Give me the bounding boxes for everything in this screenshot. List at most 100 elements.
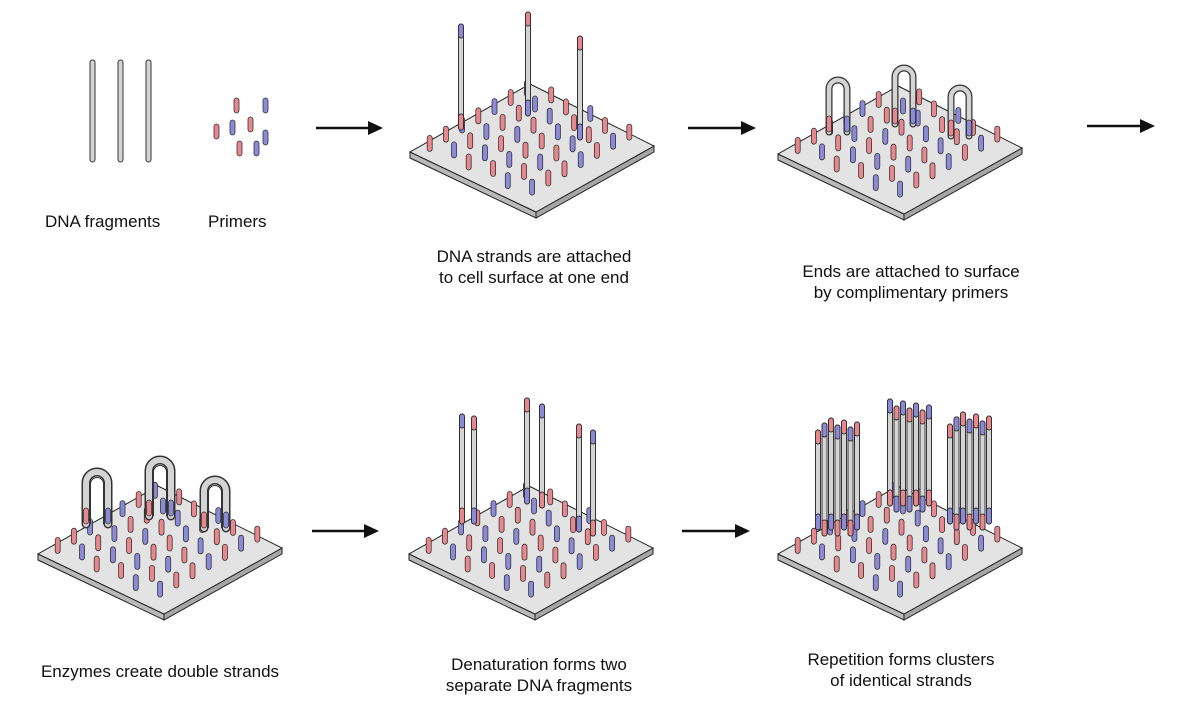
primer-blue — [945, 553, 952, 570]
primer-blue — [182, 525, 189, 543]
primer-red — [602, 117, 608, 134]
primer-red — [441, 527, 448, 545]
objects-step-bridge — [794, 64, 1001, 198]
primer-red — [916, 88, 923, 106]
primer-blue — [537, 153, 544, 171]
objects-step-attach — [426, 11, 633, 196]
primer-blue — [110, 546, 116, 564]
primer-blue — [205, 553, 212, 570]
primer-blue — [872, 574, 879, 591]
primer-red — [545, 169, 552, 187]
caption-line: separate DNA fragments — [445, 676, 633, 695]
strand-base — [815, 513, 821, 531]
primer-blue — [577, 151, 584, 169]
primer-red — [875, 491, 882, 508]
strand-tip — [926, 404, 932, 420]
caption-line: Ends are attached to surface — [802, 262, 1020, 281]
strand-tip — [893, 405, 900, 421]
dna-strand — [458, 23, 464, 131]
strand-base — [926, 489, 932, 507]
dna-strand — [973, 413, 979, 525]
strand-base — [973, 507, 979, 525]
primer-blue — [514, 126, 521, 143]
strand-tip — [828, 417, 834, 433]
primer-blue — [450, 543, 456, 561]
primer-red — [833, 555, 840, 573]
primer-red — [230, 519, 236, 536]
strand-tip — [947, 423, 953, 439]
primer-red — [83, 507, 89, 525]
primer-blue — [119, 500, 126, 518]
caption-step-double: Enzymes create double strands — [10, 661, 310, 682]
primer-red — [939, 516, 945, 533]
strand-base — [919, 495, 926, 513]
primer-red — [497, 537, 504, 554]
strand-tip — [847, 426, 854, 442]
primer-red — [898, 518, 905, 536]
primer-red — [889, 164, 895, 182]
primer-blue — [819, 543, 825, 561]
strand-tip — [458, 23, 464, 39]
primer-red — [499, 114, 506, 131]
primer-red — [867, 516, 874, 533]
dna-strand — [577, 35, 583, 141]
primer-red — [835, 534, 842, 552]
primer-red — [561, 160, 568, 178]
primer-blue — [859, 500, 866, 518]
dna-strand — [525, 11, 531, 117]
bridge-fill — [948, 85, 972, 139]
dna-strand — [919, 409, 926, 513]
primer-red — [994, 125, 1001, 143]
primer-red — [858, 162, 864, 179]
primer-blue — [174, 509, 181, 527]
strand-base — [906, 495, 913, 513]
primer-red — [811, 127, 817, 145]
dna-strand — [841, 419, 847, 531]
primer-red — [562, 500, 568, 518]
primer-blue — [905, 155, 912, 173]
caption-primers: Primers — [208, 212, 267, 231]
primer-red — [233, 97, 240, 114]
primer-red — [953, 528, 960, 546]
primer-blue — [157, 580, 164, 598]
primer-blue — [872, 174, 879, 192]
strand-tip — [525, 11, 531, 27]
primer-blue — [168, 499, 174, 517]
primer-red — [563, 98, 569, 116]
primer-red — [560, 562, 567, 580]
primer-red — [213, 123, 220, 140]
primer-blue — [215, 507, 222, 524]
primer-blue — [897, 180, 903, 198]
primer-blue — [546, 107, 553, 125]
strand-tip — [906, 407, 913, 423]
primer-red — [913, 171, 920, 189]
dna-strand — [847, 426, 854, 537]
primer-blue — [545, 509, 552, 527]
primer-blue — [576, 553, 583, 570]
strand-tip — [986, 415, 992, 431]
strand-tip — [471, 415, 477, 431]
primer-blue — [503, 574, 510, 591]
primer-blue — [955, 107, 962, 124]
dna-strand — [979, 420, 986, 531]
strand-base — [459, 507, 465, 525]
primer-red — [514, 506, 521, 524]
primer-red — [521, 162, 527, 180]
primer-blue — [819, 143, 825, 161]
primer-red — [221, 544, 228, 561]
primer-red — [515, 104, 522, 122]
primer-blue — [937, 537, 944, 555]
strand-tip — [960, 411, 966, 427]
primer-blue — [937, 137, 944, 155]
primer-blue — [882, 528, 889, 545]
primer-blue — [490, 500, 497, 518]
primer-red — [826, 115, 832, 133]
primer-blue — [451, 141, 457, 159]
dna-bridge — [947, 84, 973, 140]
strand-body — [960, 411, 966, 525]
strand-tip — [973, 413, 979, 429]
primer-blue — [568, 537, 575, 555]
strand-tip — [887, 398, 893, 414]
strand-base — [576, 515, 582, 533]
